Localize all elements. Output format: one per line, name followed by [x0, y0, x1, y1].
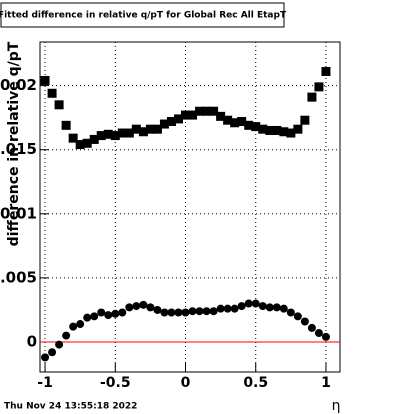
square-marker [40, 75, 50, 85]
chart-title: Fitted difference in relative q/pT for G… [0, 11, 287, 21]
circle-marker [160, 308, 169, 317]
square-marker [202, 106, 212, 116]
x-axis-label: η [332, 398, 341, 414]
square-marker [173, 114, 183, 124]
square-marker [110, 131, 120, 141]
square-marker [96, 131, 106, 141]
circle-marker [104, 311, 113, 320]
circle-marker [244, 299, 253, 308]
circle-marker [153, 305, 162, 314]
square-marker [103, 129, 113, 139]
y-tick-label: 0.02 [0, 76, 37, 94]
x-tick-label: -0.5 [100, 375, 131, 391]
square-marker [307, 92, 317, 102]
circle-marker [90, 312, 99, 321]
circle-marker [321, 332, 330, 341]
x-tick-label: 1 [321, 375, 331, 391]
square-marker [131, 124, 141, 134]
square-marker [181, 110, 191, 120]
y-tick-label: 0 [27, 333, 37, 351]
circle-marker [216, 304, 225, 313]
square-marker [286, 128, 296, 138]
circle-marker [223, 304, 232, 313]
square-marker [272, 125, 282, 135]
circle-marker [300, 317, 309, 326]
square-marker [321, 66, 331, 76]
circle-marker [230, 304, 239, 313]
square-marker [61, 120, 71, 130]
circle-marker [83, 313, 92, 322]
circle-marker [293, 312, 302, 321]
square-marker [265, 125, 275, 135]
y-tick-label: 0.005 [0, 268, 37, 286]
square-marker [138, 127, 148, 137]
circle-marker [181, 308, 190, 317]
circle-marker [97, 308, 106, 317]
circle-marker [111, 309, 120, 318]
circle-marker [258, 302, 267, 311]
square-marker [166, 116, 176, 126]
circle-marker [209, 307, 218, 316]
x-tick-label: -1 [37, 375, 53, 391]
square-marker [293, 124, 303, 134]
circle-marker [174, 308, 183, 317]
circle-marker [237, 302, 246, 311]
circle-marker [48, 348, 57, 357]
circle-marker [251, 299, 260, 308]
circle-marker [195, 307, 204, 316]
square-marker [209, 106, 219, 116]
square-marker [145, 124, 155, 134]
square-marker [47, 88, 57, 98]
plot-frame [39, 41, 341, 373]
circle-marker [62, 331, 71, 340]
square-marker [54, 100, 64, 110]
circle-marker [132, 302, 141, 311]
square-marker [279, 127, 289, 137]
y-axis-label: difference in relative q/pT [6, 41, 22, 246]
y-tick-label: 0.01 [0, 204, 37, 222]
circle-marker [69, 322, 78, 331]
square-marker [258, 124, 268, 134]
circle-marker [188, 307, 197, 316]
circle-marker [139, 300, 148, 309]
square-marker [68, 133, 78, 143]
square-marker [82, 138, 92, 148]
y-tick-label: 0.015 [0, 140, 37, 158]
circle-marker [272, 303, 281, 312]
square-marker [251, 122, 261, 132]
circle-marker [167, 308, 176, 317]
circle-marker [146, 303, 155, 312]
square-marker [244, 120, 254, 130]
square-marker [124, 128, 134, 138]
square-marker [117, 128, 127, 138]
circle-marker [202, 307, 211, 316]
circle-marker [265, 303, 274, 312]
title-box [0, 2, 285, 28]
x-tick-label: 0.5 [243, 375, 268, 391]
circle-marker [286, 308, 295, 317]
circle-marker [125, 303, 134, 312]
square-marker [216, 111, 226, 121]
circle-marker [41, 353, 50, 362]
square-marker [223, 115, 233, 125]
square-marker [152, 124, 162, 134]
circle-marker [76, 320, 85, 329]
square-marker [314, 82, 324, 92]
square-marker [195, 106, 205, 116]
circle-marker [118, 308, 127, 317]
square-marker [237, 116, 247, 126]
square-marker [188, 110, 198, 120]
circle-marker [314, 329, 323, 338]
timestamp: Thu Nov 24 13:55:18 2022 [4, 402, 137, 412]
square-marker [230, 118, 240, 128]
circle-marker [55, 340, 64, 349]
square-marker [159, 119, 169, 129]
square-marker [75, 140, 85, 150]
square-marker [89, 134, 99, 144]
x-tick-label: 0 [181, 375, 191, 391]
circle-marker [279, 304, 288, 313]
circle-marker [307, 323, 316, 332]
square-marker [300, 115, 310, 125]
